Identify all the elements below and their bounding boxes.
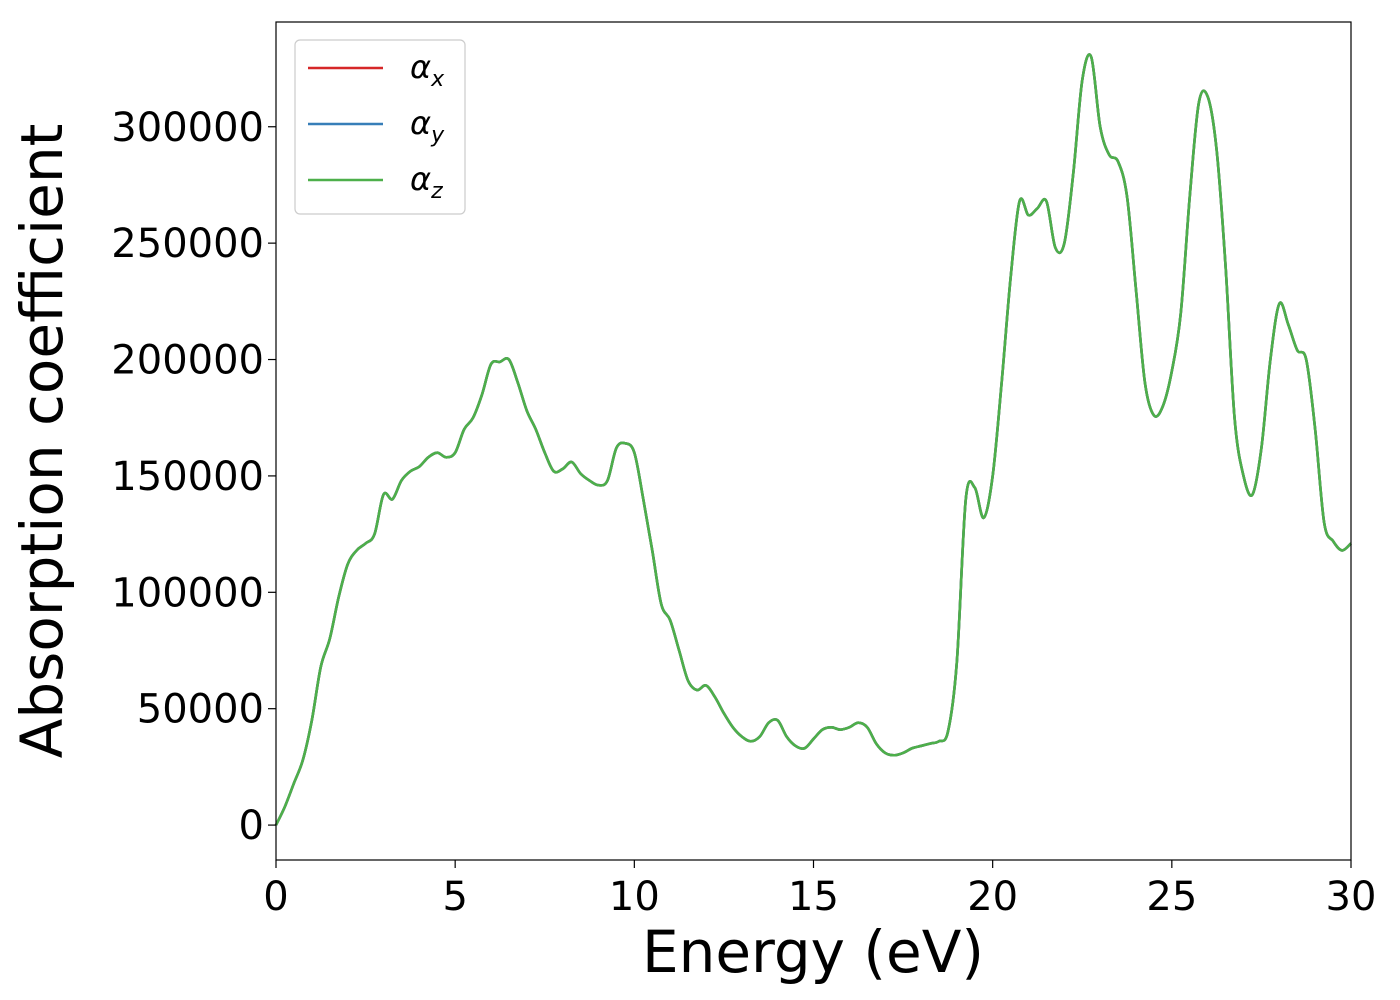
y-tick-label: 150000 [111,454,264,500]
x-tick-label: 5 [442,874,467,920]
y-tick-label: 100000 [111,570,264,616]
x-tick-label: 20 [967,874,1018,920]
x-tick-label: 0 [263,874,288,920]
y-tick-label: 0 [239,803,264,849]
x-tick-label: 25 [1146,874,1197,920]
y-tick-label: 250000 [111,221,264,267]
x-tick-label: 30 [1326,874,1377,920]
x-axis: 0 5 10 15 20 25 30 [263,860,1376,920]
x-tick-label: 10 [609,874,660,920]
legend: αx αy αz [294,39,466,215]
legend-label-x: αx [410,48,445,92]
legend-label-y: αy [410,104,445,148]
y-axis-label: Absorption coefficient [8,124,76,759]
x-axis-label: Energy (eV) [642,918,984,986]
y-axis: 0 50000 100000 150000 200000 250000 300000 [111,105,276,849]
legend-box [294,39,466,215]
y-tick-label: 300000 [111,105,264,151]
series-line-z [274,53,1352,826]
y-tick-label: 50000 [137,687,264,733]
y-tick-label: 200000 [111,338,264,384]
legend-label-z: αz [410,160,443,204]
series-layer [274,53,1352,826]
x-tick-label: 15 [788,874,839,920]
